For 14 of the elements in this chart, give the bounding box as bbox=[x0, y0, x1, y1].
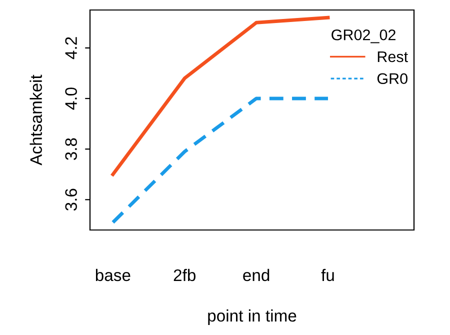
legend-title: GR02_02 bbox=[332, 29, 396, 44]
legend-label: Rest bbox=[378, 52, 408, 62]
x-tick-label: end bbox=[243, 268, 270, 282]
y-axis-title: Achtsamkeit bbox=[30, 74, 42, 166]
y-tick-label: 4.2 bbox=[65, 37, 77, 60]
y-tick-label: 4.0 bbox=[65, 88, 77, 110]
legend-label: GR0 bbox=[377, 73, 408, 84]
x-axis-title: point in time bbox=[208, 309, 296, 325]
x-tick-label: 2fb bbox=[174, 268, 196, 282]
y-tick-label: 3.6 bbox=[65, 188, 77, 211]
x-tick-label: base bbox=[96, 268, 130, 282]
x-tick-label: fu bbox=[321, 268, 334, 282]
line-series bbox=[111, 16, 330, 176]
y-tick-label: 3.8 bbox=[65, 138, 77, 160]
